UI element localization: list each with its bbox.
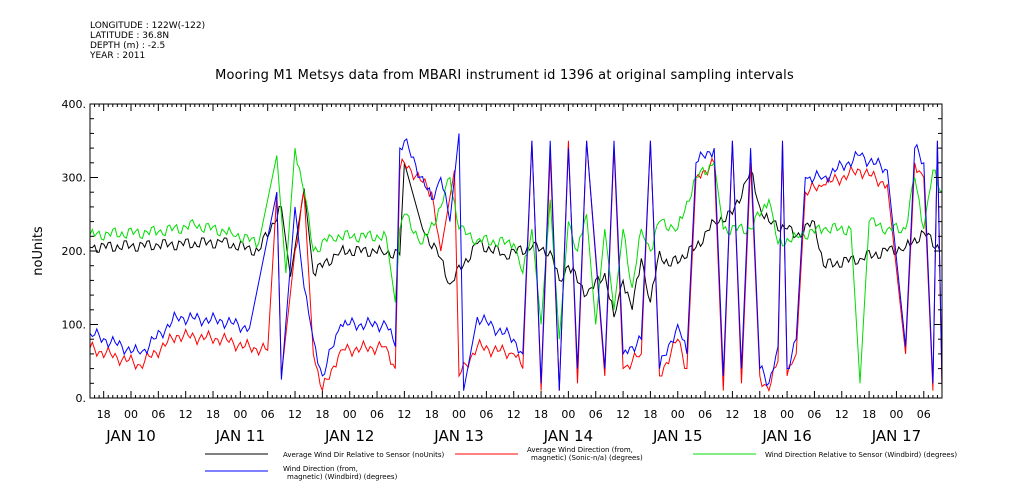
x-hour-label: 00 [671,408,685,421]
metadata-block: LONGITUDE : 122W(-122) LATITUDE : 36.8N … [90,21,205,61]
legend-label-3: Wind Direction Relative to Sensor (Windb… [765,451,957,459]
x-hour-label: 12 [288,408,302,421]
legend-label-4: Wind Direction (from, magnetic) (Windbird… [283,465,398,481]
legend-label-1: Average Wind Dir Relative to Sensor (noU… [283,451,444,459]
x-hour-label: 06 [807,408,821,421]
x-hour-label: 00 [233,408,247,421]
x-day-label: JAN 15 [652,427,703,445]
axes-layer: 0. 100. 200. 300. 400. noUnits 18 00 06 12 18 00 06 1… [31,98,943,445]
longitude-label: LONGITUDE : 122W(-122) [90,21,206,31]
x-hour-label: 00 [561,408,575,421]
x-hour-label: 18 [643,408,657,421]
x-hour-label: 00 [780,408,794,421]
x-hour-label: 06 [261,408,275,421]
legend-label-2: Average Wind Direction (from, magnetic) (… [527,446,643,462]
y-tick-label: 100. [62,319,87,332]
x-hour-label: 00 [452,408,466,421]
x-hour-label: 18 [425,408,439,421]
x-hour-label: 00 [889,408,903,421]
x-hour-label: 18 [753,408,767,421]
y-tick-label: 0. [76,392,87,405]
y-tick-label: 300. [62,172,87,185]
series-line-1 [90,162,942,318]
chart-title: Mooring M1 Metsys data from MBARI instru… [215,68,794,83]
legend: Average Wind Dir Relative to Sensor (noU… [205,446,957,481]
y-tick-label: 400. [62,98,87,111]
x-hour-label: 12 [397,408,411,421]
x-day-label: JAN 17 [871,427,922,445]
y-axis-title: noUnits [31,226,46,276]
x-hour-label: 18 [206,408,220,421]
x-hour-label: 00 [343,408,357,421]
x-hour-label: 18 [862,408,876,421]
x-hour-label: 00 [124,408,138,421]
latitude-label: LATITUDE : 36.8N [90,31,170,41]
x-hour-label: 06 [151,408,165,421]
x-day-label: JAN 16 [761,427,812,445]
y-tick-label: 200. [62,245,87,258]
series-line-4 [90,133,942,391]
x-hour-label: 12 [725,408,739,421]
x-hour-label: 06 [589,408,603,421]
series-line-2 [90,140,942,393]
year-label: YEAR : 2011 [90,51,146,61]
depth-label: DEPTH (m) : -2.5 [90,41,166,51]
x-hour-label: 12 [507,408,521,421]
series-layer [90,133,942,393]
x-day-label: JAN 10 [105,427,156,445]
x-hour-label: 12 [835,408,849,421]
x-hour-label: 06 [698,408,712,421]
x-hour-label: 12 [179,408,193,421]
x-hour-label: 18 [97,408,111,421]
x-day-label: JAN 11 [215,427,266,445]
plot-frame [89,103,943,399]
x-hour-label: 06 [370,408,384,421]
x-day-label: JAN 13 [433,427,484,445]
x-day-label: JAN 12 [324,427,375,445]
x-hour-label: 18 [315,408,329,421]
series-line-3 [90,148,942,384]
x-hour-label: 06 [479,408,493,421]
x-hour-label: 06 [917,408,931,421]
x-hour-label: 18 [534,408,548,421]
x-hour-label: 12 [616,408,630,421]
x-day-label: JAN 14 [543,427,594,445]
